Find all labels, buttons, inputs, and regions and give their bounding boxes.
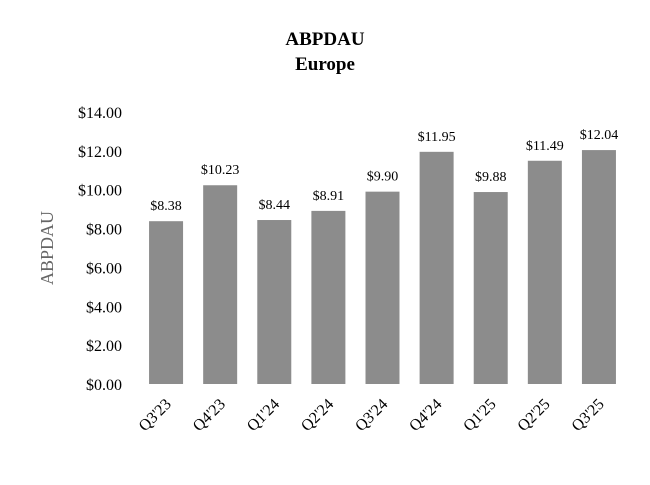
data-label: $12.04: [580, 128, 619, 143]
bar: [419, 151, 454, 384]
y-tick-label: $14.00: [78, 105, 122, 122]
bar: [257, 220, 292, 384]
y-tick-label: $4.00: [86, 299, 122, 316]
y-tick-label: $6.00: [86, 260, 122, 277]
bar: [365, 191, 400, 384]
y-axis-ticks: $0.00 $2.00 $4.00 $6.00 $8.00 $10.00 $12.00 $14…: [78, 105, 122, 394]
data-label: $9.88: [475, 170, 507, 185]
chart-title: ABPDAU: [285, 29, 364, 50]
x-tick-label: Q4'24: [406, 396, 445, 435]
x-tick-label: Q2'25: [514, 396, 553, 435]
chart-subtitle: Europe: [295, 54, 355, 75]
data-labels-group: $8.38 $10.23 $8.44 $8.91 $9.90 $11.95 $9.88 $11…: [150, 128, 618, 214]
y-tick-label: $10.00: [78, 183, 122, 200]
bar: [473, 192, 508, 384]
data-label: $11.49: [526, 139, 564, 154]
bar: [581, 150, 616, 384]
x-tick-label: Q3'25: [569, 396, 608, 435]
y-tick-label: $0.00: [86, 377, 122, 394]
x-axis-ticks: Q3'23 Q4'23 Q1'24 Q2'24 Q3'24 Q4'24 Q1'25 Q2'25…: [136, 396, 608, 435]
data-label: $10.23: [201, 163, 240, 178]
bars-group: [149, 150, 616, 384]
bar: [203, 185, 238, 384]
bar: [527, 160, 562, 384]
bar: [311, 210, 346, 384]
bar: [149, 221, 184, 384]
y-tick-label: $8.00: [86, 222, 122, 239]
data-label: $11.95: [418, 130, 456, 145]
x-tick-label: Q1'25: [460, 396, 499, 435]
data-label: $8.38: [150, 199, 182, 214]
x-tick-label: Q3'24: [352, 396, 391, 435]
data-label: $8.44: [259, 198, 291, 213]
x-tick-label: Q1'24: [244, 396, 283, 435]
y-tick-label: $2.00: [86, 338, 122, 355]
x-tick-label: Q4'23: [190, 396, 229, 435]
y-axis-label: ABPDAU: [37, 211, 57, 285]
x-tick-label: Q3'23: [136, 396, 175, 435]
data-label: $8.91: [313, 189, 345, 204]
data-label: $9.90: [367, 170, 399, 185]
y-tick-label: $12.00: [78, 144, 122, 161]
x-tick-label: Q2'24: [298, 396, 337, 435]
